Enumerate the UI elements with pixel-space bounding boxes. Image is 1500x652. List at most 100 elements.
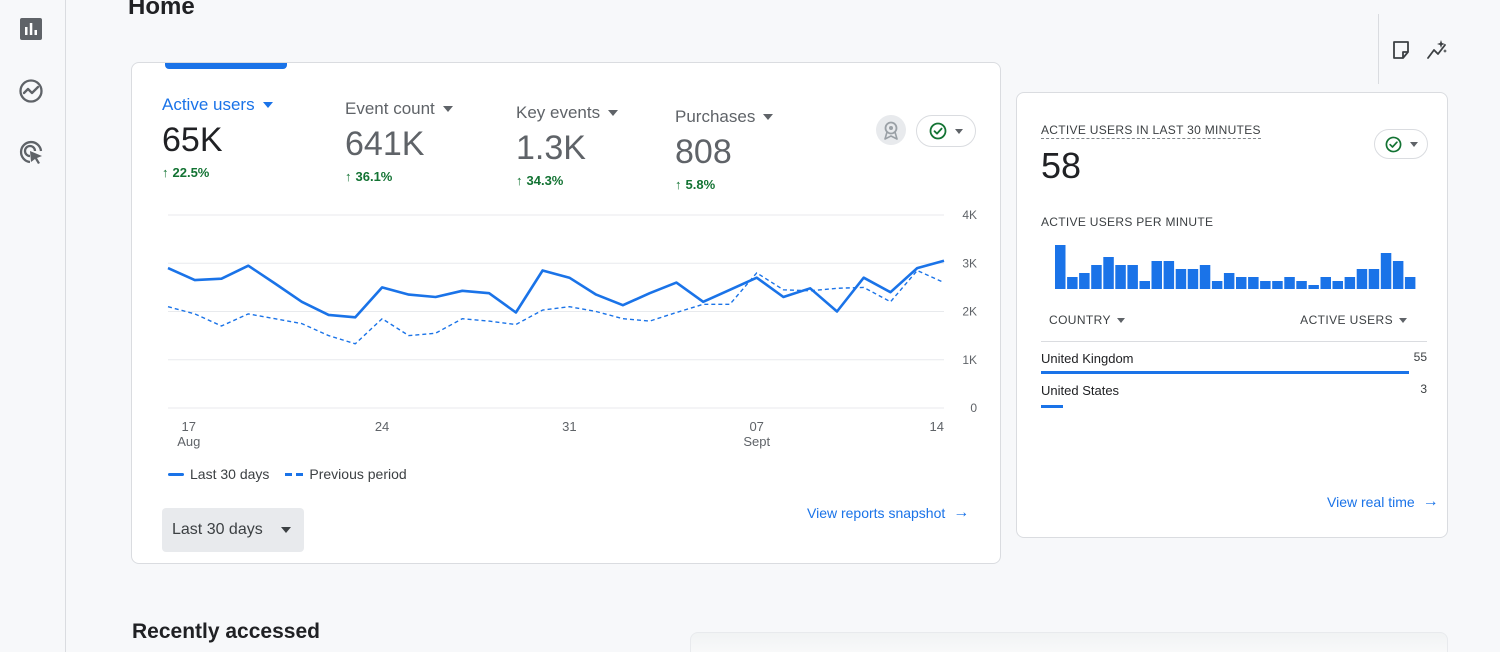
minute-bar[interactable]: [1236, 277, 1247, 289]
page-tools: [1378, 14, 1458, 84]
link-label: View real time: [1327, 494, 1415, 510]
view-real-time-link[interactable]: View real time →: [1327, 493, 1439, 511]
link-label: View reports snapshot: [807, 505, 946, 521]
minute-bar[interactable]: [1392, 261, 1404, 289]
arrow-right-icon: →: [953, 504, 970, 521]
y-tick-label: 4K: [962, 208, 977, 222]
minute-bar[interactable]: [1356, 269, 1368, 289]
metric-tab-key-events[interactable]: Key events 1.3K ↑ 34.3%: [516, 103, 619, 188]
minute-bar[interactable]: [1103, 257, 1114, 289]
minute-bar[interactable]: [1055, 245, 1066, 289]
y-tick-label: 1K: [962, 353, 977, 367]
metric-change: 36.1%: [355, 169, 393, 184]
realtime-active-users-value: 58: [1041, 145, 1082, 186]
minute-bar[interactable]: [1320, 277, 1332, 289]
minute-bar[interactable]: [1272, 281, 1283, 289]
minute-bar[interactable]: [1199, 265, 1211, 289]
y-tick-label: 0: [970, 401, 977, 415]
explore-icon[interactable]: [17, 77, 45, 105]
metric-tab-event-count[interactable]: Event count 641K ↑ 36.1%: [345, 99, 453, 184]
realtime-card: ACTIVE USERS IN LAST 30 MINUTES 58 ACTIV…: [1016, 92, 1448, 538]
chart-legend: Last 30 days Previous period: [168, 466, 415, 482]
arrow-up-icon: ↑: [345, 169, 352, 184]
x-tick-label: 07: [749, 419, 763, 434]
metric-tab-active-users[interactable]: Active users 65K ↑ 22.5%: [162, 95, 273, 180]
minute-bar[interactable]: [1079, 273, 1090, 289]
minute-bar[interactable]: [1091, 265, 1102, 289]
minute-bar[interactable]: [1223, 273, 1235, 289]
arrow-up-icon: ↑: [675, 177, 682, 192]
ribbon-badge-icon[interactable]: [876, 115, 906, 145]
minute-bar[interactable]: [1248, 277, 1259, 289]
minute-bar[interactable]: [1332, 281, 1344, 289]
metric-label: Purchases: [675, 107, 756, 126]
x-tick-label: 24: [375, 419, 389, 434]
view-reports-snapshot-link[interactable]: View reports snapshot →: [807, 504, 969, 522]
column-label: COUNTRY: [1049, 313, 1111, 327]
recently-accessed-card[interactable]: [690, 632, 1448, 652]
recently-accessed-title: Recently accessed: [132, 620, 320, 643]
caret-down-icon: [955, 128, 963, 134]
country-name: United Kingdom: [1041, 351, 1134, 366]
caret-down-icon: [1399, 317, 1407, 323]
minute-bar[interactable]: [1163, 261, 1175, 289]
check-circle-icon: [1385, 136, 1401, 152]
page-title: Home: [128, 0, 195, 20]
caret-down-icon: [280, 527, 291, 533]
metric-change: 5.8%: [685, 177, 716, 192]
minute-bar[interactable]: [1284, 277, 1295, 289]
minute-bar[interactable]: [1151, 261, 1163, 289]
date-range-label: Last 30 days: [172, 521, 263, 538]
solid-line-swatch: [168, 472, 184, 476]
minute-bar[interactable]: [1127, 265, 1138, 289]
arrow-up-icon: ↑: [162, 165, 169, 180]
metric-value: 808: [675, 133, 732, 171]
arrow-right-icon: →: [1422, 493, 1439, 510]
minute-bar[interactable]: [1187, 269, 1199, 289]
country-name: United States: [1041, 383, 1120, 398]
active-users-per-minute-bar-chart: [1055, 245, 1416, 289]
column-header-active-users[interactable]: ACTIVE USERS: [1300, 313, 1407, 327]
legend-label: Last 30 days: [190, 466, 270, 482]
share-bar: [1041, 405, 1063, 408]
note-icon[interactable]: [1389, 38, 1413, 62]
metric-value: 1.3K: [516, 129, 586, 167]
minute-bar[interactable]: [1368, 269, 1380, 289]
minute-bar[interactable]: [1211, 281, 1223, 289]
realtime-title[interactable]: ACTIVE USERS IN LAST 30 MINUTES: [1041, 123, 1261, 139]
column-label: ACTIVE USERS: [1300, 313, 1393, 327]
caret-down-icon: [442, 106, 453, 112]
realtime-status-dropdown[interactable]: [1374, 129, 1428, 159]
minute-bar[interactable]: [1296, 281, 1307, 289]
arrow-up-icon: ↑: [516, 173, 523, 188]
reports-icon[interactable]: [17, 15, 45, 43]
metric-change: 34.3%: [526, 173, 564, 188]
minute-bar[interactable]: [1175, 269, 1187, 289]
minute-bar[interactable]: [1139, 281, 1151, 289]
comparison-status-dropdown[interactable]: [916, 115, 976, 147]
x-tick-month-label: Sept: [743, 434, 770, 449]
country-users: 3: [1420, 382, 1427, 396]
x-tick-month-label: Aug: [177, 434, 200, 449]
legend-item-previous: Previous period: [285, 466, 407, 482]
metric-tab-purchases[interactable]: Purchases 808 ↑ 5.8%: [675, 107, 774, 192]
column-header-country[interactable]: COUNTRY: [1049, 313, 1125, 327]
minute-bar[interactable]: [1344, 277, 1356, 289]
x-tick-label: 14: [930, 419, 944, 434]
minute-bar[interactable]: [1260, 281, 1271, 289]
minute-bar[interactable]: [1404, 277, 1416, 289]
per-minute-label: ACTIVE USERS PER MINUTE: [1041, 215, 1214, 229]
insights-sparkle-icon[interactable]: [1425, 38, 1449, 62]
advertising-icon[interactable]: [17, 138, 45, 166]
minute-bar[interactable]: [1380, 253, 1392, 289]
minute-bar[interactable]: [1308, 285, 1319, 289]
side-navigation: [0, 0, 66, 652]
minute-bar[interactable]: [1067, 277, 1078, 289]
caret-down-icon: [608, 110, 619, 116]
caret-down-icon: [1116, 317, 1125, 323]
share-bar: [1041, 371, 1409, 374]
series-line-last-30-days: [167, 259, 945, 319]
minute-bar[interactable]: [1115, 265, 1126, 289]
country-users: 55: [1413, 350, 1427, 364]
date-range-dropdown[interactable]: Last 30 days: [162, 508, 304, 552]
